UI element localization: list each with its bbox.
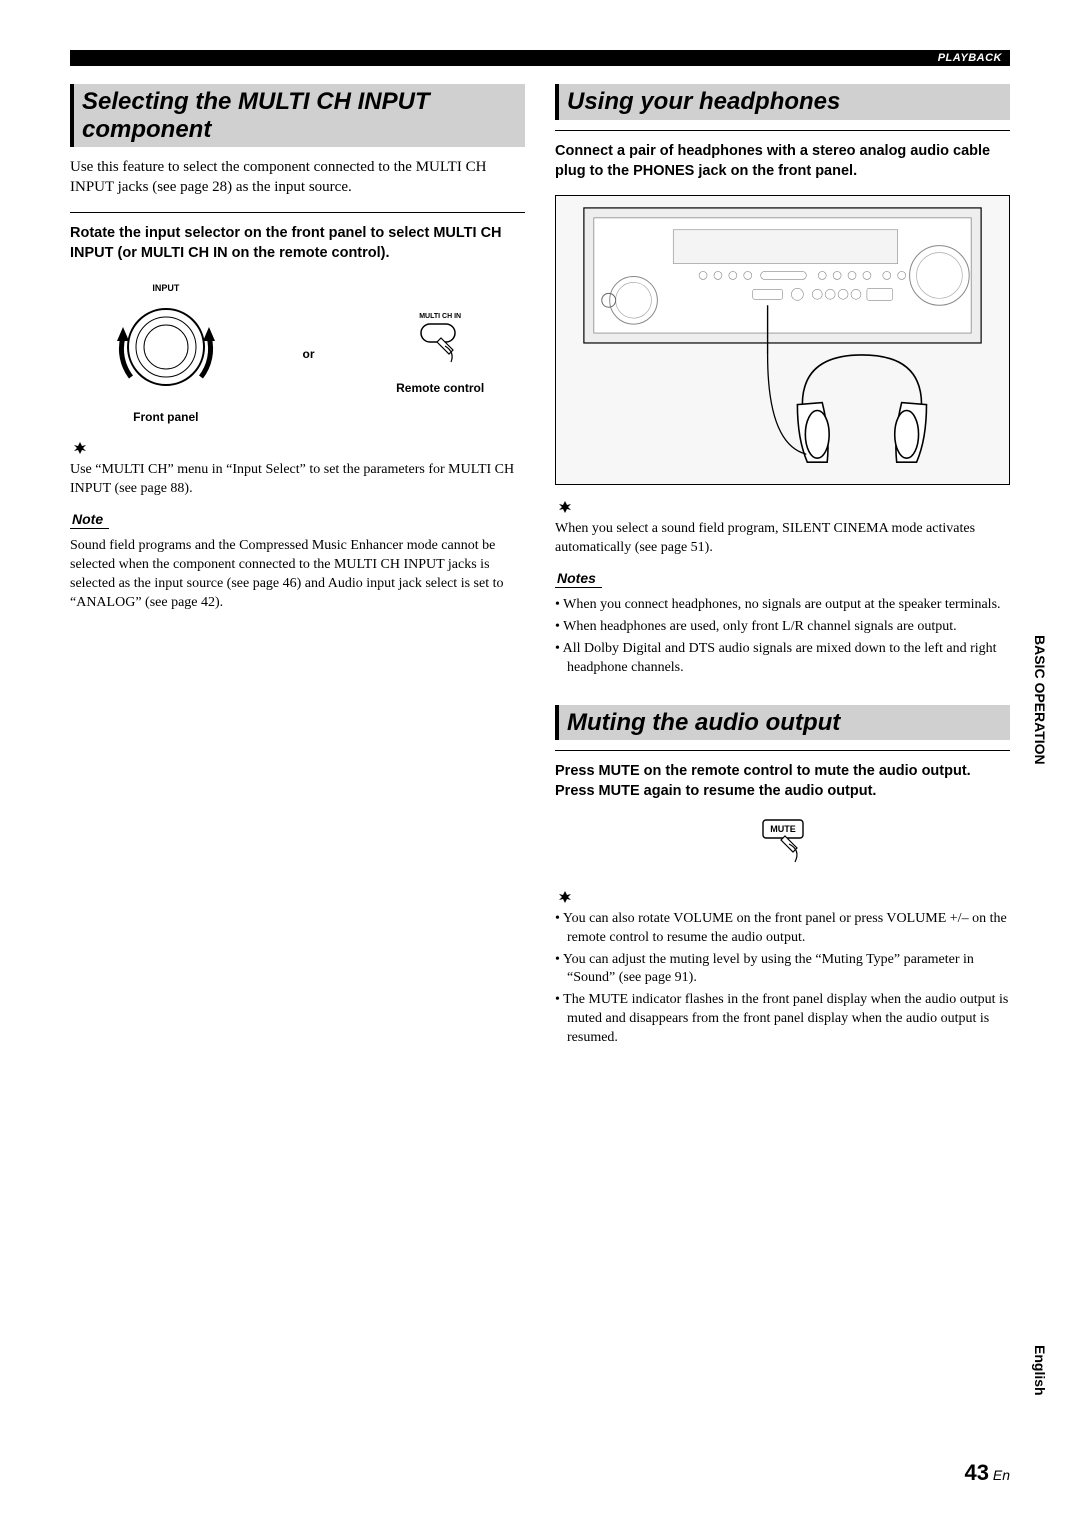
tip-icon bbox=[555, 499, 575, 518]
section-title-muting: Muting the audio output bbox=[567, 709, 1002, 737]
divider bbox=[555, 750, 1010, 751]
header-bar: PLAYBACK bbox=[70, 50, 1010, 66]
list-item: The MUTE indicator flashes in the front … bbox=[555, 991, 1010, 1048]
left-column: Selecting the MULTI CH INPUT component U… bbox=[70, 84, 525, 1051]
instruction-text: Rotate the input selector on the front p… bbox=[70, 223, 525, 264]
section-title: Selecting the MULTI CH INPUT component bbox=[82, 88, 517, 143]
remote-control-block: MULTI CH IN Remote control bbox=[396, 313, 484, 395]
intro-text: Use this feature to select the component… bbox=[70, 157, 525, 198]
side-tab-basic: BASIC OPERATION bbox=[1032, 635, 1048, 765]
divider bbox=[555, 130, 1010, 131]
section-header-muting: Muting the audio output bbox=[555, 705, 1010, 741]
tip-icon bbox=[70, 440, 90, 459]
header-section: PLAYBACK bbox=[938, 52, 1002, 64]
caption-remote: Remote control bbox=[396, 381, 484, 395]
list-item: When you connect headphones, no signals … bbox=[555, 596, 1010, 615]
list-item: You can also rotate VOLUME on the front … bbox=[555, 910, 1010, 948]
page-lang: En bbox=[993, 1467, 1010, 1483]
side-tab-english: English bbox=[1032, 1345, 1048, 1396]
headphones-notes-list: When you connect headphones, no signals … bbox=[555, 596, 1010, 678]
two-column-layout: Selecting the MULTI CH INPUT component U… bbox=[70, 84, 1010, 1051]
page-number: 43 En bbox=[965, 1460, 1011, 1486]
muting-tips-list: You can also rotate VOLUME on the front … bbox=[555, 910, 1010, 1048]
caption-front-panel: Front panel bbox=[111, 410, 221, 424]
divider bbox=[70, 212, 525, 213]
list-item: When headphones are used, only front L/R… bbox=[555, 618, 1010, 637]
right-column: Using your headphones Connect a pair of … bbox=[555, 84, 1010, 1051]
note-header: Note bbox=[70, 511, 109, 529]
knob-icon bbox=[111, 297, 221, 397]
remote-button-label: MULTI CH IN bbox=[396, 313, 484, 320]
or-label: or bbox=[302, 347, 314, 361]
headphones-instruction: Connect a pair of headphones with a ster… bbox=[555, 141, 1010, 182]
av-receiver-figure bbox=[555, 195, 1010, 485]
list-item: All Dolby Digital and DTS audio signals … bbox=[555, 640, 1010, 678]
front-panel-knob: INPUT Front panel bbox=[111, 283, 221, 424]
section-title-headphones: Using your headphones bbox=[567, 88, 1002, 116]
headphones-tip: When you select a sound field program, S… bbox=[555, 520, 1010, 558]
mute-button-figure: MUTE bbox=[555, 816, 1010, 871]
knob-label: INPUT bbox=[111, 283, 221, 293]
notes-header: Notes bbox=[555, 570, 602, 588]
remote-button-icon bbox=[415, 322, 465, 368]
diagram-row: INPUT Front panel or MULTI CH IN bbox=[70, 283, 525, 424]
list-item: You can adjust the muting level by using… bbox=[555, 951, 1010, 989]
note-body: Sound field programs and the Compressed … bbox=[70, 537, 525, 613]
section-header: Selecting the MULTI CH INPUT component bbox=[70, 84, 525, 147]
page-number-value: 43 bbox=[965, 1460, 989, 1485]
section-header-headphones: Using your headphones bbox=[555, 84, 1010, 120]
tip-text: Use “MULTI CH” menu in “Input Select” to… bbox=[70, 461, 525, 499]
muting-instruction: Press MUTE on the remote control to mute… bbox=[555, 761, 1010, 802]
tip-icon bbox=[555, 889, 575, 908]
mute-label: MUTE bbox=[770, 824, 796, 834]
